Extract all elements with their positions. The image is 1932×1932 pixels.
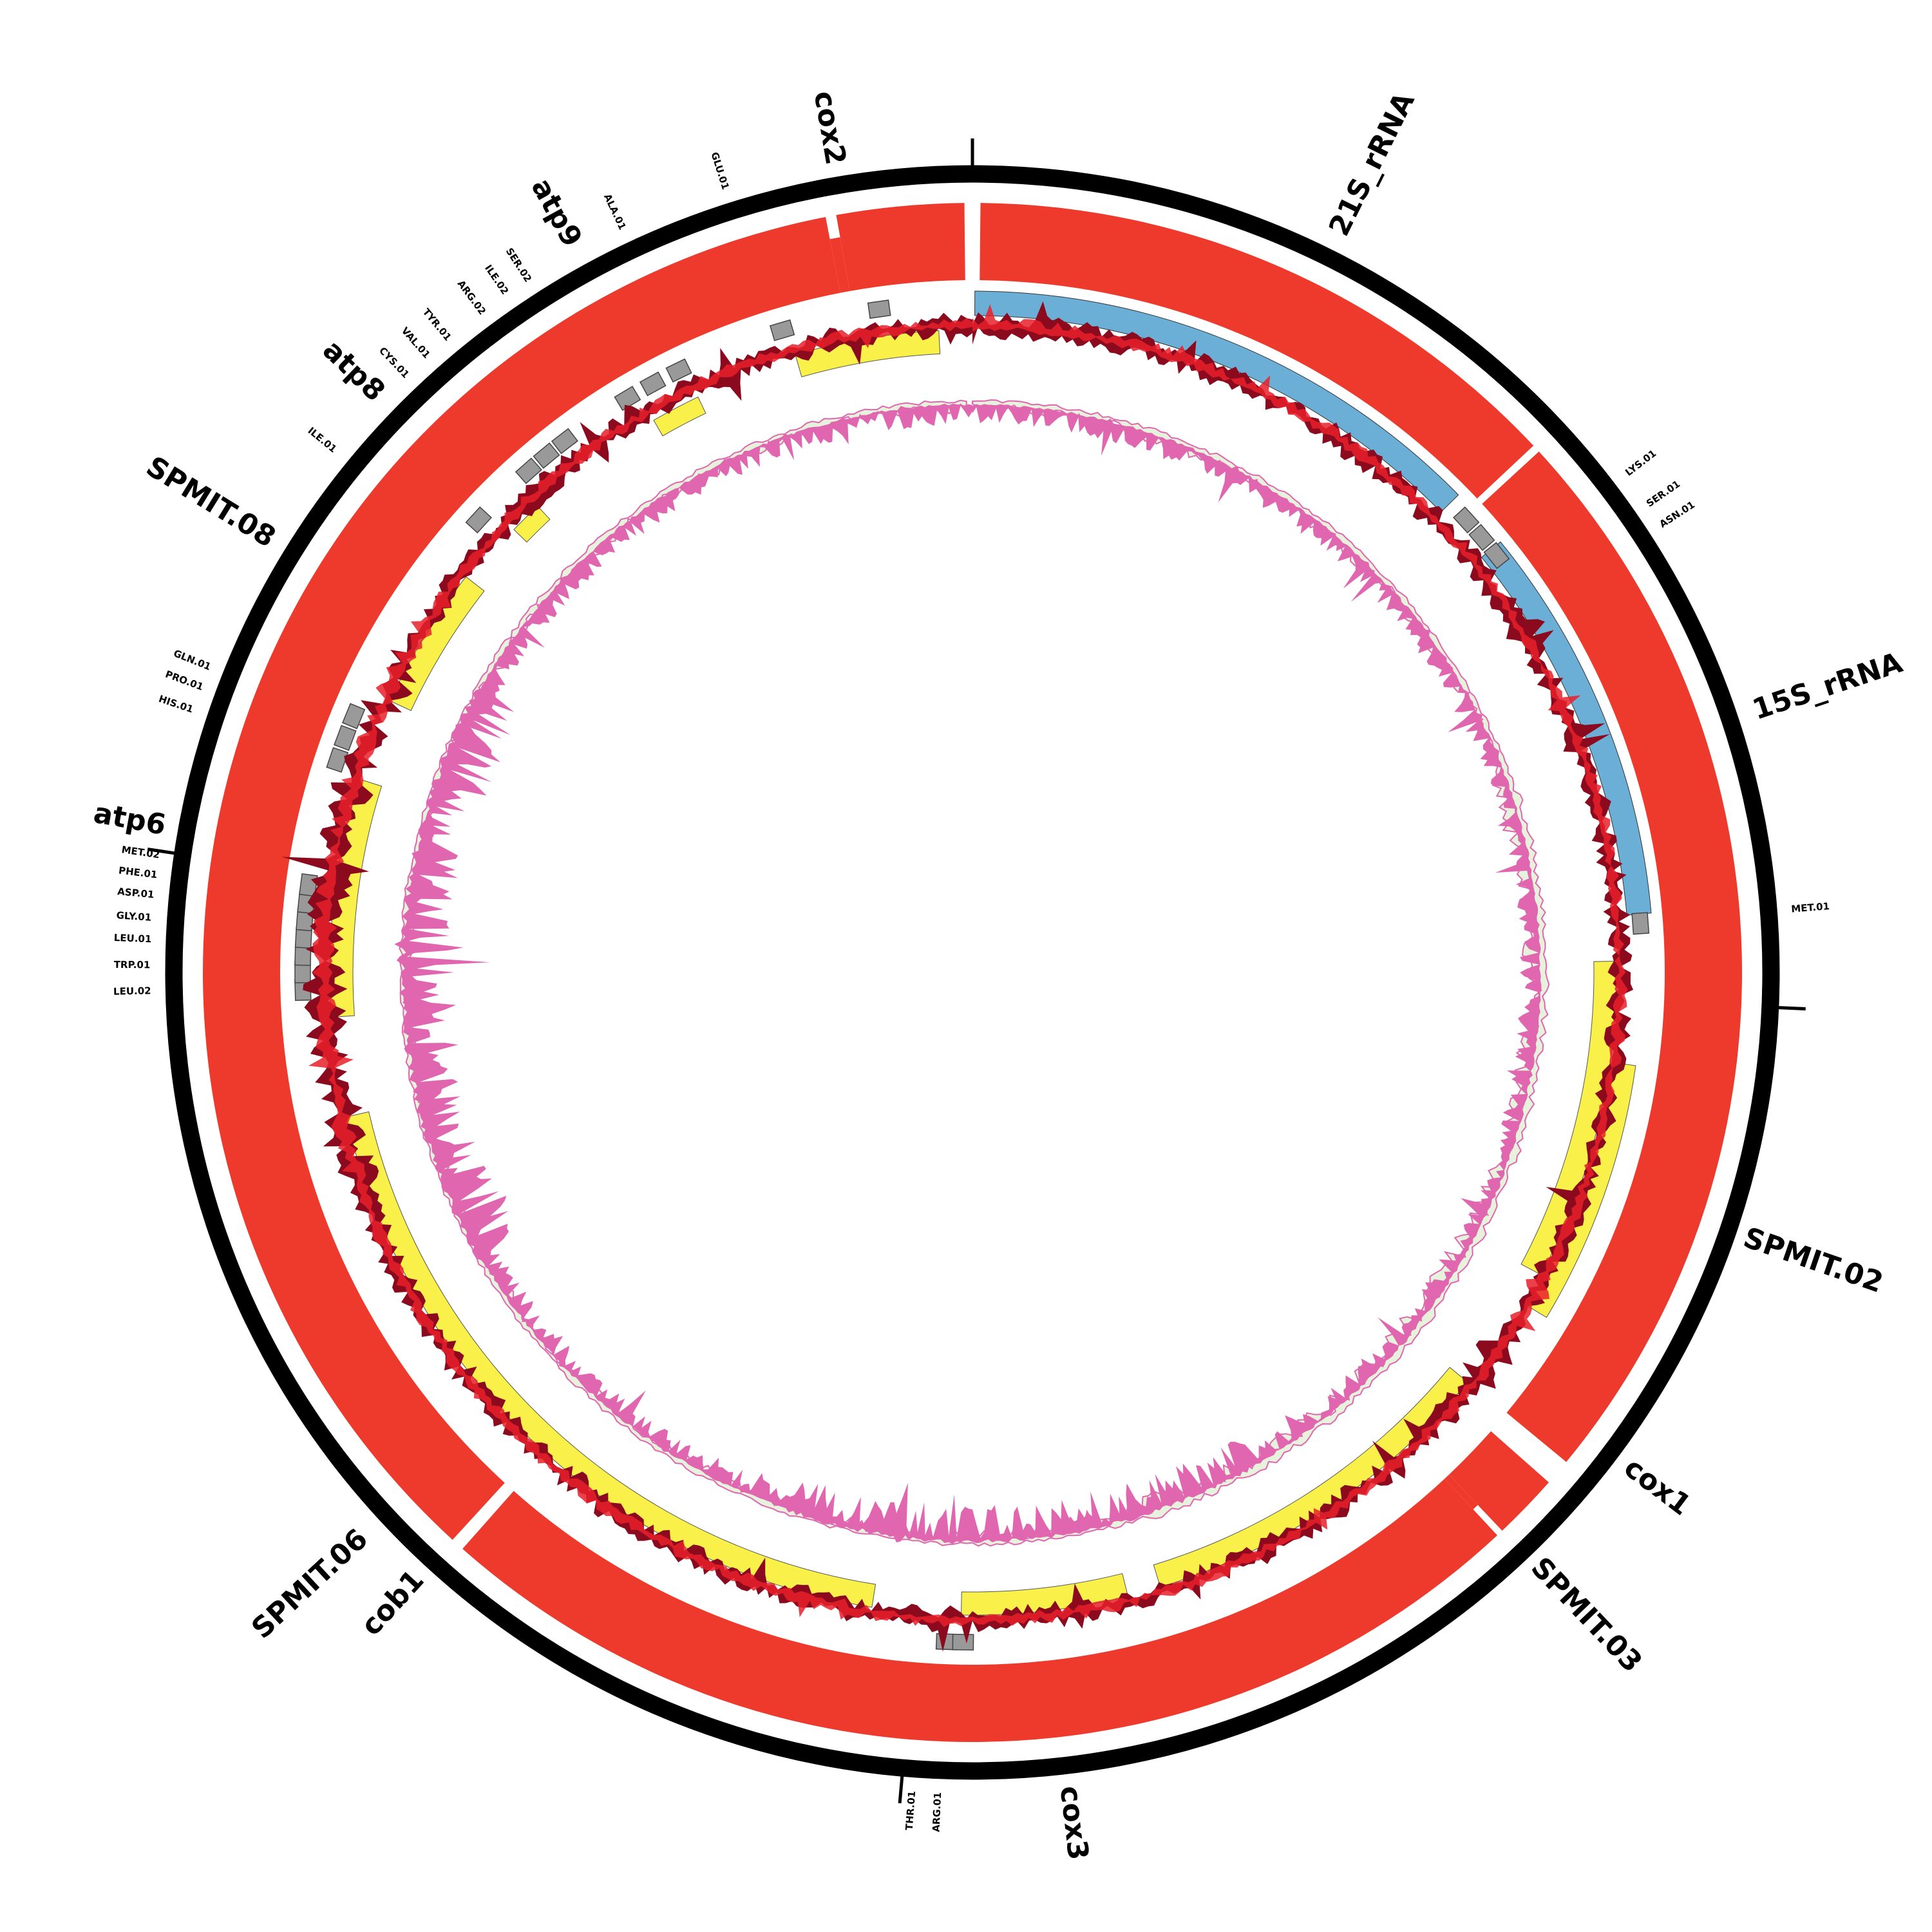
trna-label: MET.01 — [1791, 900, 1830, 915]
trna-box — [639, 371, 667, 397]
gene-label: SPMIT.06 — [245, 1522, 374, 1645]
trna-box — [341, 703, 366, 730]
position-tick — [898, 1776, 904, 1804]
trna-box — [769, 319, 795, 341]
trna-label: LYS.01 — [1623, 448, 1658, 478]
feature-arc — [1448, 1431, 1549, 1531]
trna-label: LEU.01 — [113, 932, 151, 945]
trna-label: HIS.01 — [157, 693, 194, 715]
feature-arc — [1444, 1474, 1478, 1510]
position-tick — [1778, 1006, 1806, 1010]
trna-box — [1453, 506, 1480, 534]
trna-label: GLN.01 — [172, 647, 213, 672]
feature-arc — [829, 237, 850, 293]
trna-box — [551, 428, 578, 455]
trna-label: TYR.01 — [421, 307, 454, 343]
trna-box — [1631, 912, 1650, 935]
position-tick — [147, 848, 175, 855]
trna-label: GLU.01 — [708, 151, 731, 191]
gene-label: 21S_rRNA — [1323, 87, 1421, 241]
trna-box — [515, 457, 542, 484]
feature-arc — [1482, 451, 1742, 1463]
trna-label: GLY.01 — [116, 909, 152, 923]
trna-label: MET.02 — [121, 844, 161, 860]
gene-label: atp9 — [525, 173, 589, 252]
gene-arc — [345, 1111, 876, 1608]
feature-arc — [980, 203, 1534, 499]
trna-label: ALA.01 — [601, 192, 629, 232]
gene-label: cox2 — [808, 88, 853, 167]
trna-label: PHE.01 — [118, 864, 158, 880]
gene-label: atp8 — [316, 334, 392, 408]
trna-label: SER.01 — [1644, 478, 1682, 509]
gc-skew-track — [281, 301, 1634, 1652]
gene-label: cox3 — [1054, 1784, 1095, 1861]
trna-label: ARG.01 — [931, 1792, 944, 1832]
trna-label: ASP.01 — [117, 886, 155, 900]
feature-arc — [462, 1479, 1497, 1743]
trna-label: PRO.01 — [164, 668, 205, 693]
trna-box — [334, 724, 357, 751]
trna-label: LEU.02 — [113, 985, 151, 997]
trna-label: VAL.01 — [399, 325, 433, 361]
gene-label: SPMIT.02 — [1739, 1221, 1888, 1300]
trna-box — [465, 506, 492, 534]
trna-label: ILE.02 — [482, 263, 511, 297]
trna-label: SER.02 — [504, 246, 534, 285]
trna-box — [326, 747, 349, 773]
trna-box — [952, 1633, 974, 1651]
gene-arc — [513, 506, 551, 543]
trna-box — [1468, 524, 1495, 551]
trna-label: THR.01 — [904, 1790, 918, 1830]
trna-box — [533, 442, 560, 469]
gene-label: SPMIT.03 — [1524, 1551, 1648, 1678]
trna-label: ASN.01 — [1657, 499, 1696, 531]
backbone-ring — [165, 165, 1780, 1780]
feature-arc — [203, 216, 840, 1540]
gene-label: cob1 — [355, 1564, 431, 1642]
gene-label: atp6 — [91, 797, 168, 842]
gene-label: 15S_rRNA — [1748, 646, 1906, 726]
trna-box — [867, 299, 891, 319]
gene-label: cox1 — [1618, 1451, 1697, 1522]
gene-label: SPMIT.08 — [140, 450, 281, 554]
trna-box — [1483, 542, 1510, 569]
feature-arc — [836, 203, 965, 291]
trna-box — [614, 385, 641, 412]
trna-label: ARG.02 — [455, 278, 488, 317]
trna-label: TRP.01 — [114, 959, 151, 971]
trna-box — [665, 358, 692, 383]
trna-label: ILE.01 — [306, 425, 339, 455]
